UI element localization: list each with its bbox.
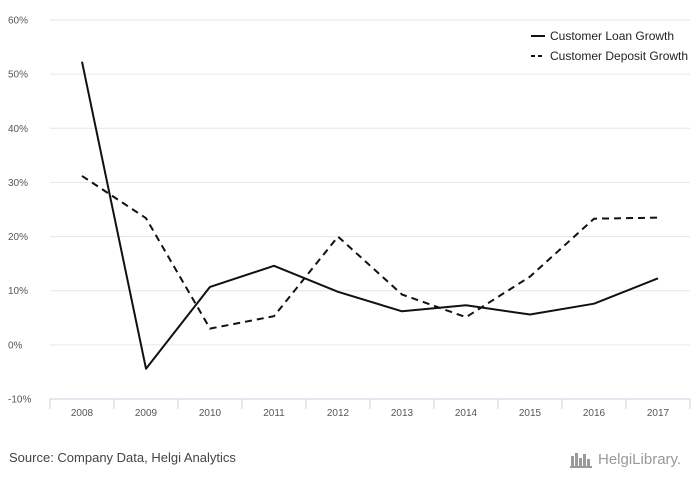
legend: Customer Loan Growth Customer Deposit Gro… bbox=[531, 29, 688, 63]
x-tick-label: 2015 bbox=[519, 408, 542, 419]
y-tick-label: 40% bbox=[8, 124, 28, 135]
x-tick-label: 2017 bbox=[647, 408, 670, 419]
y-tick-label: 0% bbox=[8, 340, 23, 351]
helgi-library-logo[interactable]: HelgiLibrary. bbox=[570, 448, 681, 470]
x-tick-label: 2011 bbox=[263, 408, 285, 419]
y-tick-label: 20% bbox=[8, 232, 28, 243]
gridlines bbox=[50, 19, 690, 346]
x-tick-label: 2014 bbox=[455, 408, 478, 419]
series-line-loan-growth bbox=[81, 61, 659, 370]
series-line-deposit-growth bbox=[81, 175, 659, 330]
legend-label: Customer Loan Growth bbox=[550, 29, 674, 43]
x-tick-label: 2009 bbox=[135, 408, 158, 419]
y-tick-label: -10% bbox=[8, 395, 31, 406]
y-tick-label: 60% bbox=[8, 16, 28, 27]
x-tick-label: 2016 bbox=[583, 408, 606, 419]
x-tick-label: 2008 bbox=[71, 408, 94, 419]
x-tick-label: 2013 bbox=[391, 408, 414, 419]
y-tick-label: 30% bbox=[8, 178, 28, 189]
x-axis: 2008 2009 2010 2011 2012 2013 2014 2015 2016 2017 bbox=[49, 398, 691, 419]
line-chart: 60% 50% 40% 30% 20% 10% 0% -10% 2008 2009 2010 201… bbox=[8, 16, 691, 419]
series-lines bbox=[81, 61, 659, 370]
source-note: Source: Company Data, Helgi Analytics bbox=[9, 450, 236, 465]
y-tick-label: 50% bbox=[8, 70, 28, 81]
x-tick-label: 2012 bbox=[327, 408, 350, 419]
logo-text: HelgiLibrary. bbox=[598, 450, 682, 468]
y-tick-label: 10% bbox=[8, 286, 28, 297]
legend-label: Customer Deposit Growth bbox=[550, 49, 688, 63]
x-tick-label: 2010 bbox=[199, 408, 222, 419]
library-icon bbox=[570, 453, 592, 468]
y-axis: 60% 50% 40% 30% 20% 10% 0% -10% bbox=[8, 16, 31, 406]
